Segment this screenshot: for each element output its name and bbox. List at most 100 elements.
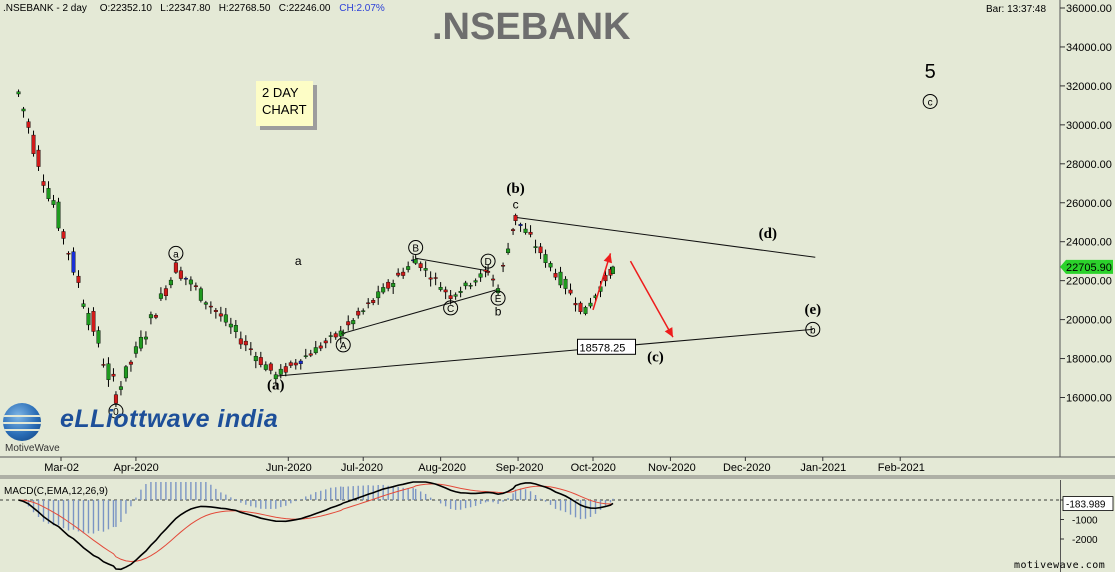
candle-body	[496, 288, 501, 294]
candle-body	[111, 373, 116, 377]
candle-body	[128, 361, 133, 365]
candle-body	[183, 278, 188, 280]
candle-body	[248, 348, 253, 350]
candle-body	[563, 278, 568, 289]
wave-A-label-circle	[335, 337, 351, 353]
trendline-B-D	[415, 257, 489, 272]
candle-body	[533, 246, 538, 248]
wave-e-paren-label: (e)	[804, 302, 821, 318]
candle-body	[173, 262, 178, 273]
wave-c-small-label: c	[513, 198, 519, 212]
chart-note-line2: CHART	[262, 102, 307, 117]
candle-body	[81, 303, 86, 307]
chart-note-line1: 2 DAY	[262, 85, 299, 100]
wave-C-label: C	[447, 304, 454, 315]
candle-body	[273, 374, 278, 380]
candle-body	[428, 277, 433, 280]
wave-5-label: 5	[925, 61, 936, 83]
wave-a-paren-label: (a)	[267, 378, 285, 394]
price-tick-label: 30000.00	[1066, 120, 1112, 132]
candle-body	[443, 289, 448, 293]
price-axis: 16000.00 18000.00 20000.00 22000.00 24000.00…	[1060, 3, 1113, 405]
candle-body	[501, 265, 506, 267]
macd-panel: MACD(C,EMA,12,26,9)0-1000-2000-183.989	[0, 481, 1114, 571]
time-tick-label: Jul-2020	[341, 462, 383, 474]
candle-body	[218, 313, 223, 317]
price-tick-label: 36000.00	[1066, 3, 1112, 15]
candle-body	[356, 310, 361, 316]
projection-arrow-line	[592, 253, 612, 311]
candle-body	[123, 366, 128, 379]
macd-tick-label: -1000	[1072, 516, 1098, 527]
candle-body	[333, 333, 338, 338]
candle-body	[268, 363, 273, 371]
macd-value-label: -183.989	[1066, 500, 1106, 511]
price-tick-label: 22000.00	[1066, 276, 1112, 288]
candle-body	[588, 302, 593, 307]
wave-b-circled-label-circle	[805, 321, 821, 337]
time-tick-label: Feb-2021	[878, 462, 925, 474]
candle-body	[198, 288, 203, 301]
trendline-a-e	[275, 328, 813, 377]
wave-a-circled-label: a	[173, 249, 179, 260]
globe-icon	[3, 403, 41, 441]
candle-body	[133, 346, 138, 354]
wave-D-label: D	[484, 257, 491, 268]
wave-E-label-circle	[490, 290, 506, 306]
candle-body	[21, 108, 26, 112]
candle-body	[106, 363, 111, 380]
chart-title: .NSEBANK	[432, 6, 631, 48]
candle-body	[148, 314, 153, 319]
candle-body	[433, 277, 438, 279]
time-tick-label: Dec-2020	[723, 462, 771, 474]
trendline-b-d	[515, 216, 816, 258]
symbol-timeframe: .NSEBANK - 2 day	[3, 3, 87, 14]
candle-body	[298, 360, 303, 364]
candle-body	[538, 246, 543, 254]
candle-body	[56, 201, 61, 229]
candle-body	[553, 273, 558, 278]
time-tick-label: Aug-2020	[418, 462, 466, 474]
price-tick-label: 26000.00	[1066, 198, 1112, 210]
candle-body	[253, 355, 258, 362]
wave-a-circled-label-circle	[168, 245, 184, 261]
candle-body	[188, 279, 193, 285]
wave-B-label-circle	[408, 240, 424, 256]
candle-body	[308, 353, 313, 356]
macd-tick-label: -2000	[1072, 535, 1098, 546]
candle-body	[328, 335, 333, 337]
brand-logo	[3, 403, 41, 441]
candle-body	[96, 330, 101, 344]
candle-body	[113, 394, 118, 404]
candle-body	[46, 188, 51, 199]
candle-body	[406, 266, 411, 270]
wave-0-label: 0	[113, 407, 119, 418]
brand-text: eLLiottwave india	[60, 405, 279, 433]
candle-body	[401, 271, 406, 276]
candle-body	[213, 310, 218, 312]
candle-body	[16, 91, 21, 95]
platform-name: MotiveWave	[5, 443, 60, 454]
candle-body	[41, 181, 46, 186]
candle-body	[438, 287, 443, 290]
wave-d-paren-label: (d)	[759, 226, 777, 242]
price-tick-label: 34000.00	[1066, 42, 1112, 54]
candle-body	[143, 336, 148, 340]
wave-b-paren-label: (b)	[506, 181, 524, 197]
candle-body	[313, 347, 318, 354]
candle-body	[66, 253, 71, 255]
candle-body	[418, 263, 423, 268]
time-tick-label: Jan-2021	[800, 462, 846, 474]
candle-body	[468, 285, 473, 287]
wave-B-label: B	[412, 244, 419, 255]
candle-body	[568, 289, 573, 294]
candle-body	[386, 281, 391, 289]
candle-body	[423, 268, 428, 271]
time-axis: Mar-02 Apr-2020 Jun-2020 Jul-2020 Aug-2020 Se…	[44, 457, 925, 474]
time-tick-label: Sep-2020	[496, 462, 544, 474]
candle-body	[228, 323, 233, 328]
macd-line	[18, 481, 614, 571]
price-tick-label: 16000.00	[1066, 393, 1112, 405]
